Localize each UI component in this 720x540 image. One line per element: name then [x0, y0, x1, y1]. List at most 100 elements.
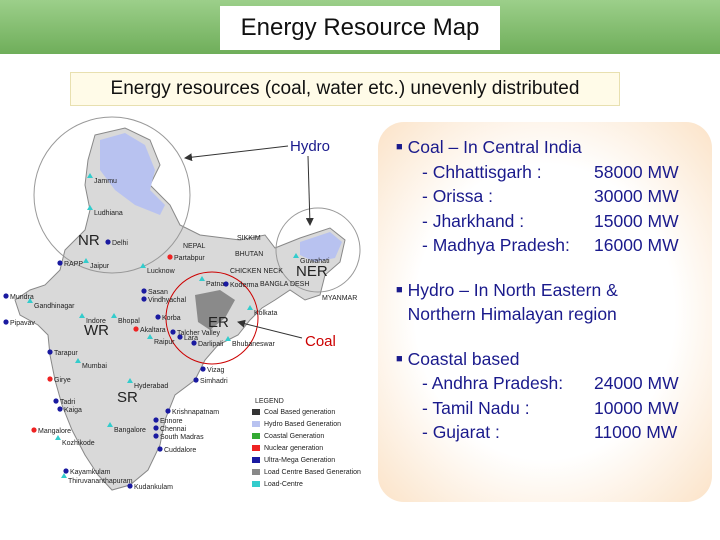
generation-marker [57, 406, 63, 412]
bullet-item: - Jharkhand : 15000 MW [396, 209, 679, 234]
callout: Hydro [290, 138, 330, 155]
country-label: NEPAL [183, 243, 206, 250]
generation-marker [133, 326, 139, 332]
legend-title: LEGEND [255, 398, 284, 405]
item-value: 10000 MW [594, 397, 679, 418]
load-centre-marker [111, 313, 117, 318]
arrow [237, 319, 303, 339]
place-label: Talcher Valley [177, 330, 221, 337]
place-label: Mumbai [82, 363, 107, 370]
load-centre-marker [147, 334, 153, 339]
load-centre-marker [199, 276, 205, 281]
generation-marker [105, 239, 111, 245]
legend-swatch [252, 433, 260, 439]
region-label: NER [296, 263, 328, 280]
generation-marker [31, 427, 37, 433]
legend-label: Load-Centre [264, 481, 303, 488]
place-label: Jaipur [90, 263, 110, 270]
place-label: Pipavav [10, 320, 35, 327]
generation-marker [57, 260, 63, 266]
place-label: Jammu [94, 178, 117, 185]
place-label: Bhubaneswar [232, 341, 275, 348]
bullet-section: ■ Coastal based - Andhra Pradesh: 24000 MW -… [396, 347, 679, 445]
legend-swatch [252, 445, 260, 451]
legend-label: Ultra-Mega Generation [264, 457, 335, 464]
place-label: Kudankulam [134, 484, 173, 491]
country-label: BANGLA DESH [260, 281, 309, 288]
generation-marker [127, 483, 133, 489]
bullet-list: ■ Coal – In Central India - Chhattisgarh :… [396, 135, 679, 465]
place-label: Patna [206, 281, 224, 288]
legend-label: Coal Based generation [264, 409, 335, 416]
bullet-item: - Gujarat : 11000 MW [396, 420, 679, 445]
load-centre-marker [27, 298, 33, 303]
generation-marker [177, 334, 183, 340]
place-label: Chennai [160, 426, 187, 433]
load-centre-marker [83, 258, 89, 263]
generation-marker [47, 376, 53, 382]
load-centre-marker [293, 253, 299, 258]
legend-label: Nuclear generation [264, 445, 323, 452]
item-value: 11000 MW [594, 422, 678, 442]
load-centre-marker [225, 336, 231, 341]
place-label: Kayamkulam [70, 469, 111, 476]
bullet-item: - Chhattisgarh : 58000 MW [396, 160, 679, 185]
bullet-heading-row: ■ Hydro – In North Eastern & Northern Him… [396, 278, 679, 327]
bullet-section: ■ Coal – In Central India - Chhattisgarh :… [396, 135, 679, 258]
generation-marker [165, 408, 171, 414]
place-label: Raipur [154, 339, 175, 346]
legend-label: Coastal Generation [264, 433, 324, 440]
item-name: - Orissa : [422, 186, 493, 206]
place-label: Indore [86, 318, 106, 325]
generation-marker [157, 446, 163, 452]
place-label: Ludhiana [94, 210, 123, 217]
place-label: Hyderabad [134, 383, 168, 390]
place-label: Bangalore [114, 427, 146, 434]
legend: LEGEND Coal Based generation Hydro Based G… [252, 398, 361, 488]
generation-marker [153, 417, 159, 423]
item-name: - Chhattisgarh : [422, 161, 542, 182]
generation-marker [155, 314, 161, 320]
callout: Coal [305, 333, 336, 350]
load-centre-marker [55, 435, 61, 440]
load-centre-marker [87, 205, 93, 210]
bullet-item: - Tamil Nadu : 10000 MW [396, 396, 679, 421]
hydro-zone [100, 133, 165, 215]
place-label: Darlipali [198, 341, 224, 348]
place-label: Bhopal [118, 318, 140, 325]
bullet-heading: Hydro – In North Eastern & Northern Hima… [407, 279, 618, 325]
bullet-heading-row: ■ Coastal based [396, 347, 679, 372]
generation-marker [47, 349, 53, 355]
place-label: Korba [162, 315, 181, 322]
place-label: Koderma [230, 282, 259, 289]
generation-marker [3, 319, 9, 325]
place-label: South Madras [160, 434, 204, 441]
item-name: - Madhya Pradesh: [422, 235, 570, 255]
generation-marker [53, 398, 59, 404]
generation-marker [200, 366, 206, 372]
generation-marker [167, 254, 173, 260]
item-value: 58000 MW [594, 161, 679, 182]
bullet-heading: Coastal based [407, 348, 520, 369]
place-label: Girye [54, 377, 71, 384]
load-centre-marker [140, 263, 146, 268]
place-label: Mangalore [38, 428, 71, 435]
generation-marker [193, 377, 199, 383]
generation-marker [141, 296, 147, 302]
bullet-item: - Andhra Pradesh: 24000 MW [396, 371, 679, 396]
item-name: - Jharkhand : [422, 210, 525, 231]
region-label: ER [208, 314, 229, 331]
generation-marker [170, 329, 176, 335]
item-name: - Gujarat : [422, 422, 500, 442]
zone-circle [33, 116, 191, 274]
region-label: SR [117, 389, 138, 406]
place-label: Ennore [160, 418, 183, 425]
bullet-item: - Orissa : 30000 MW [396, 184, 679, 209]
place-label: Gandhinagar [34, 303, 75, 310]
legend-swatch [252, 469, 260, 475]
item-name: - Andhra Pradesh: [422, 373, 564, 393]
text-panel [378, 122, 712, 502]
place-label: Tarapur [54, 350, 78, 357]
place-label: Guwahati [300, 258, 330, 265]
legend-label: Load Centre Based Generation [264, 469, 361, 476]
